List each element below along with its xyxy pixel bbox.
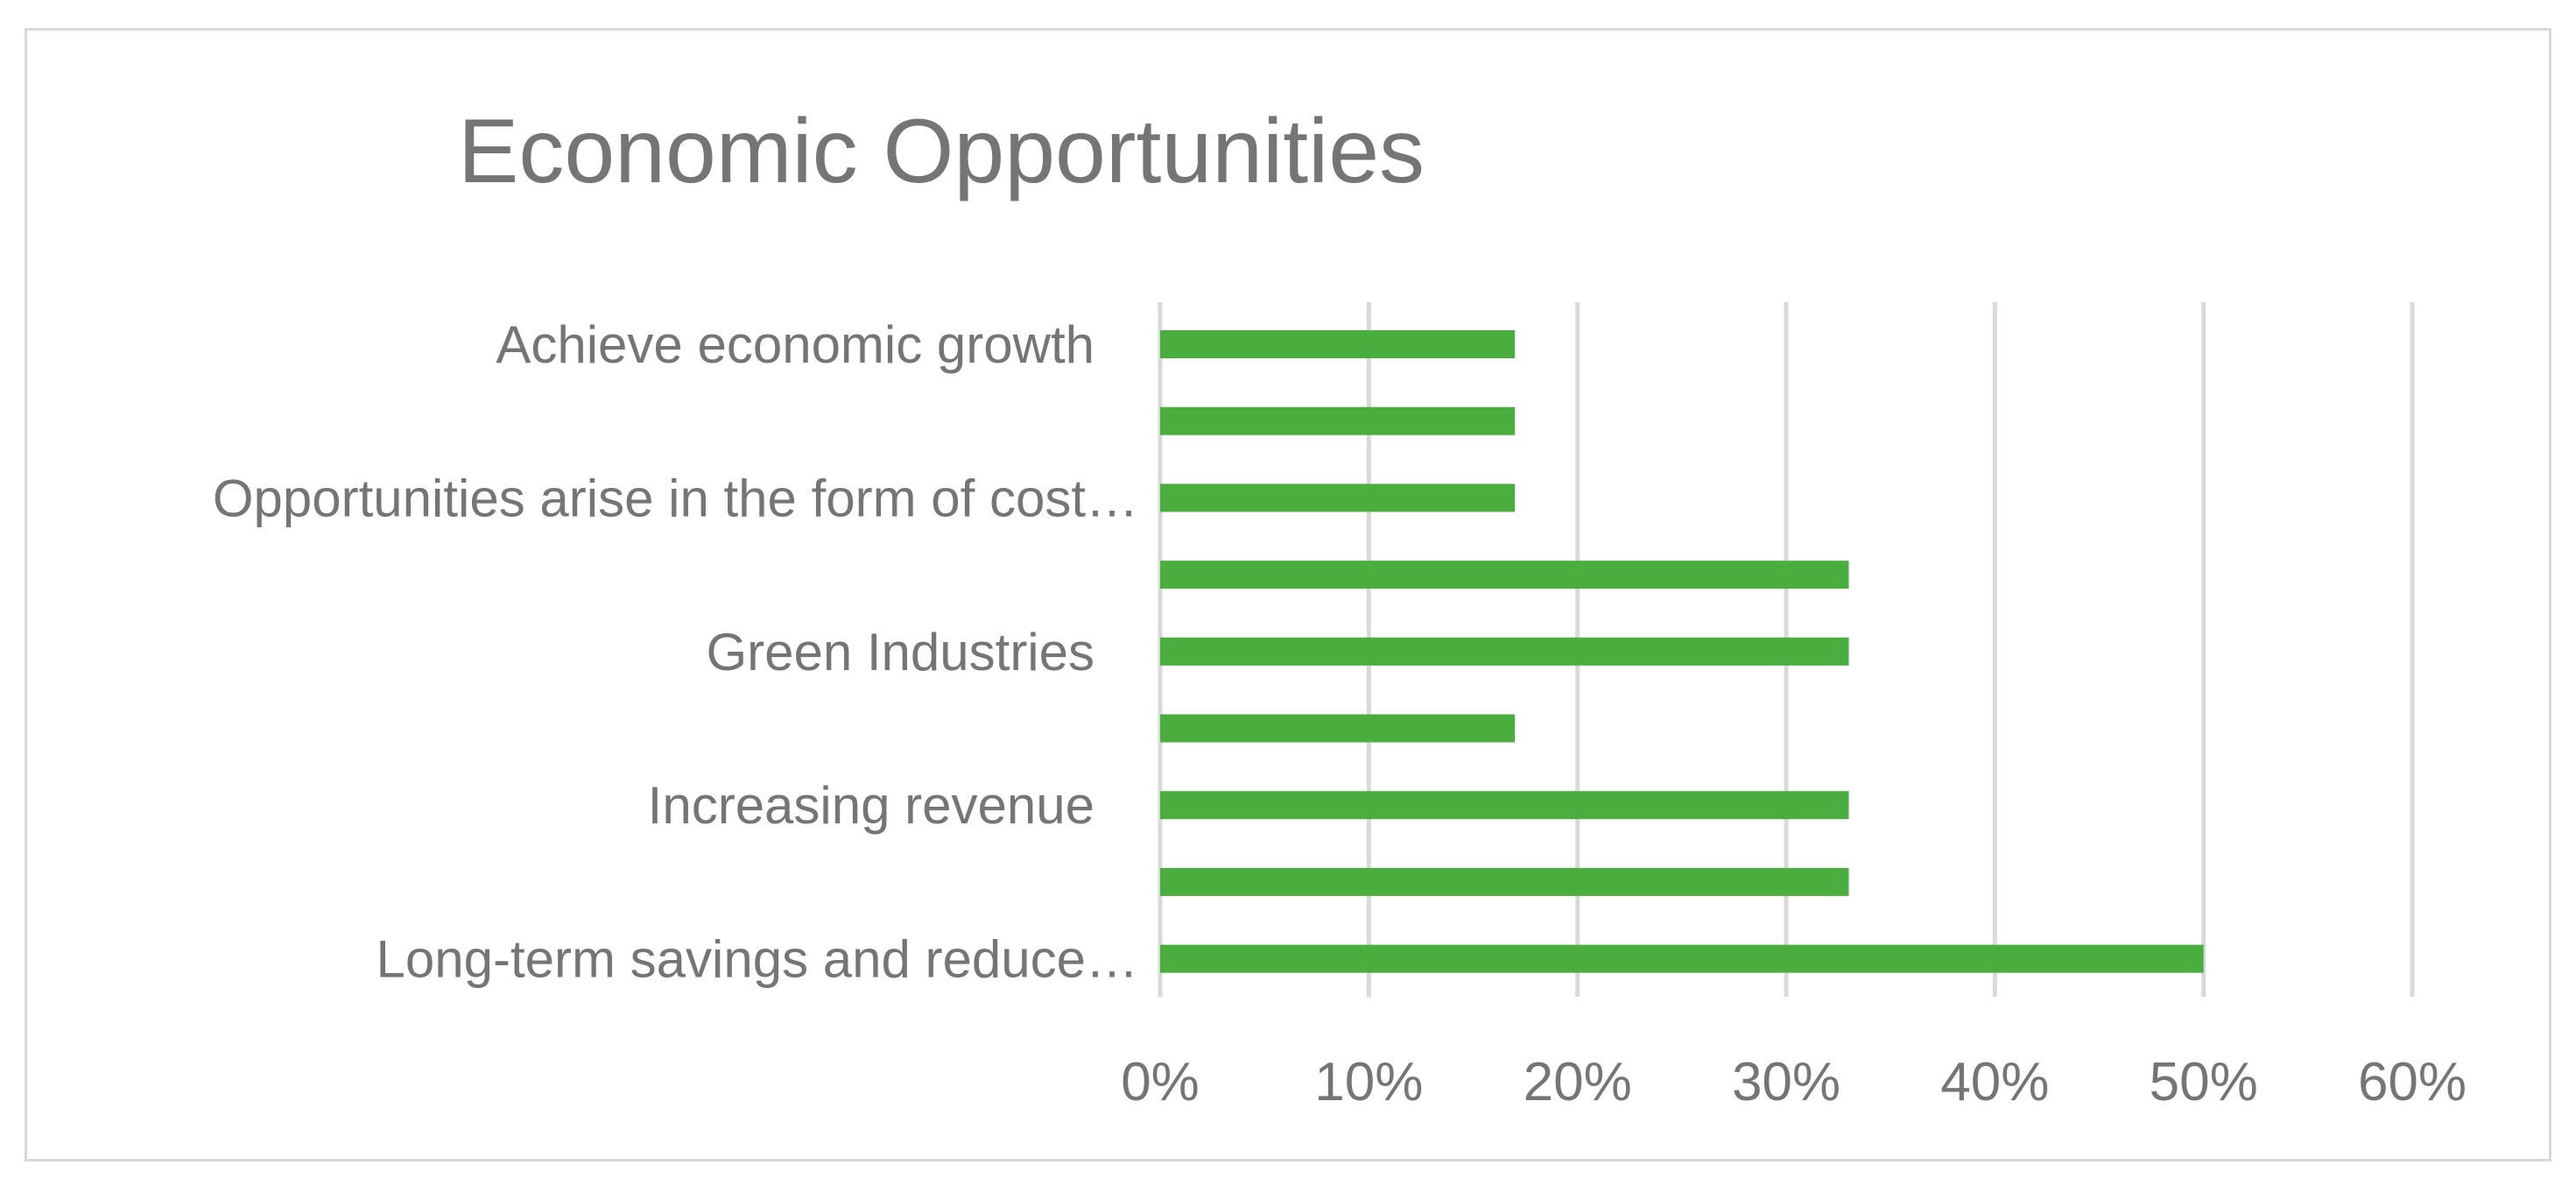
category-label: Opportunities arise in the form of cost… bbox=[213, 469, 1138, 527]
category-label: Achieve economic growth bbox=[496, 315, 1094, 374]
bar bbox=[1160, 561, 1849, 589]
x-tick-label: 60% bbox=[2358, 1052, 2467, 1112]
x-tick-label: 10% bbox=[1314, 1052, 1423, 1112]
bar bbox=[1160, 406, 1516, 435]
category-label: Green Industries bbox=[706, 623, 1094, 681]
category-label: Increasing revenue bbox=[648, 776, 1094, 835]
x-tick-label: 30% bbox=[1732, 1052, 1841, 1112]
bar bbox=[1160, 330, 1516, 358]
x-tick-label: 40% bbox=[1940, 1052, 2049, 1112]
bar bbox=[1160, 791, 1849, 820]
x-tick-labels: 0% 10% 20% 30% 40% 50% 60% bbox=[1121, 1052, 2467, 1112]
bars bbox=[1160, 330, 2204, 973]
category-labels: Achieve economic growth Opportunities ari… bbox=[213, 315, 1138, 989]
category-label: Long-term savings and reduce… bbox=[377, 930, 1138, 989]
x-tick-label: 50% bbox=[2150, 1052, 2258, 1112]
bar bbox=[1160, 867, 1849, 896]
bar bbox=[1160, 714, 1516, 743]
x-tick-label: 0% bbox=[1121, 1052, 1200, 1112]
chart-title: Economic Opportunities bbox=[458, 101, 1425, 202]
bar bbox=[1160, 944, 2204, 973]
x-tick-label: 20% bbox=[1524, 1052, 1632, 1112]
bar bbox=[1160, 484, 1516, 512]
bar bbox=[1160, 637, 1849, 666]
